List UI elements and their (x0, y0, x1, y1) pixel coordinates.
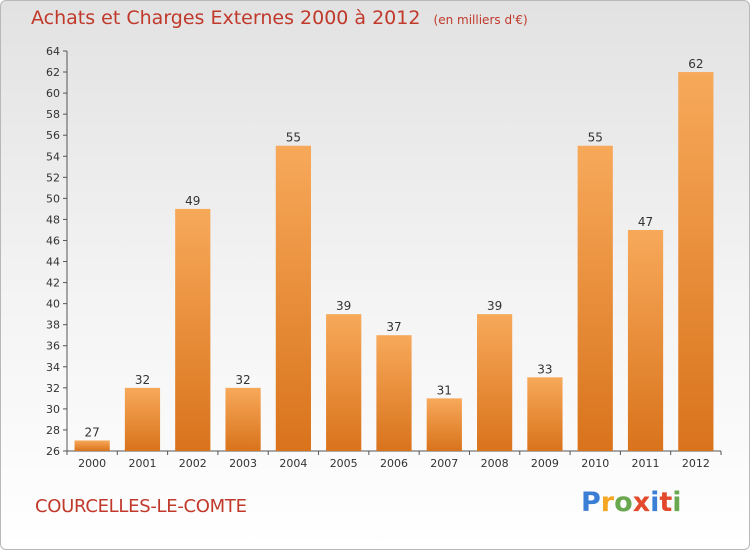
x-tick-label: 2009 (531, 457, 559, 470)
x-tick-label: 2005 (330, 457, 358, 470)
data-label: 49 (185, 194, 200, 208)
data-label: 55 (588, 131, 603, 145)
y-tick-label: 30 (46, 403, 60, 416)
y-tick-label: 64 (46, 45, 60, 58)
y-tick-label: 56 (46, 129, 60, 142)
x-tick-label: 2011 (632, 457, 660, 470)
chart-title: Achats et Charges Externes 2000 à 2012 (31, 7, 421, 29)
bars (74, 72, 714, 451)
y-tick-label: 26 (46, 445, 60, 458)
chart-title-block: Achats et Charges Externes 2000 à 2012 (… (31, 7, 528, 29)
data-label: 39 (487, 299, 502, 313)
logo-letter: r (600, 487, 615, 518)
x-tick-label: 2001 (128, 457, 156, 470)
y-tick-label: 46 (46, 234, 60, 247)
location-name: COURCELLES-LE-COMTE (35, 496, 247, 517)
x-tick-label: 2010 (581, 457, 609, 470)
x-tick-label: 2003 (229, 457, 257, 470)
bar (477, 314, 513, 451)
bar (326, 314, 362, 451)
bar (577, 145, 613, 451)
x-tick-label: 2007 (430, 457, 458, 470)
data-label: 47 (638, 215, 653, 229)
data-label: 33 (537, 362, 552, 376)
x-tick-label: 2008 (481, 457, 509, 470)
bar (124, 387, 161, 451)
bar (426, 398, 462, 451)
data-label: 27 (85, 425, 100, 439)
x-tick-label: 2012 (682, 457, 710, 470)
proxiti-logo: Proxiti (581, 487, 682, 518)
y-tick-label: 44 (46, 256, 60, 269)
data-label: 37 (386, 320, 401, 334)
y-tick-label: 34 (46, 361, 60, 374)
logo-letter: i (672, 487, 682, 518)
data-label: 32 (235, 373, 250, 387)
data-label: 39 (336, 299, 351, 313)
chart-unit: (en milliers d'€) (433, 13, 528, 27)
x-tick-label: 2002 (179, 457, 207, 470)
logo-letter: o (614, 487, 633, 518)
bar (175, 208, 211, 451)
data-label: 32 (135, 373, 150, 387)
x-tick-label: 2000 (78, 457, 106, 470)
y-tick-label: 50 (46, 192, 60, 205)
y-tick-label: 58 (46, 108, 60, 121)
data-label: 62 (688, 57, 703, 71)
logo-letter: t (659, 487, 673, 518)
y-tick-label: 40 (46, 298, 60, 311)
y-tick-label: 54 (46, 150, 60, 163)
data-label: 31 (437, 383, 452, 397)
bar (275, 145, 311, 451)
bar (376, 335, 412, 451)
bar (74, 440, 110, 451)
y-tick-label: 42 (46, 277, 60, 290)
y-tick-label: 28 (46, 424, 60, 437)
bar (225, 387, 261, 451)
logo-letter: i (650, 487, 660, 518)
y-tick-label: 48 (46, 213, 60, 226)
y-tick-label: 62 (46, 66, 60, 79)
data-label: 55 (286, 131, 301, 145)
y-tick-label: 60 (46, 87, 60, 100)
y-tick-label: 36 (46, 340, 60, 353)
y-tick-label: 32 (46, 382, 60, 395)
bar (527, 377, 563, 451)
y-tick-label: 38 (46, 319, 60, 332)
bar (678, 72, 714, 451)
x-tick-label: 2004 (279, 457, 307, 470)
logo-letter: x (632, 487, 651, 518)
y-tick-label: 52 (46, 171, 60, 184)
logo-letter: P (581, 487, 601, 518)
data-labels: 27 32 49 32 55 39 37 31 39 33 55 47 62 (85, 57, 704, 439)
x-tick-label: 2006 (380, 457, 408, 470)
bar (627, 229, 664, 451)
